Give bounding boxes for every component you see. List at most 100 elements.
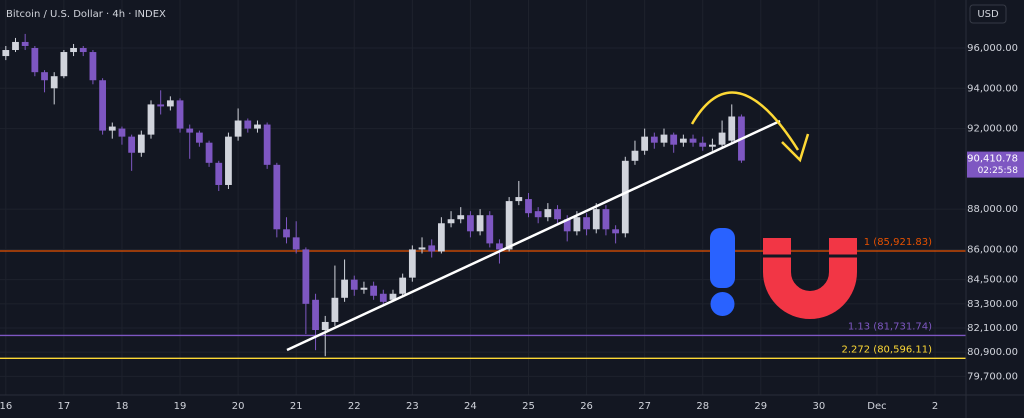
candle-body [263, 124, 271, 165]
forecast-arrow [690, 91, 800, 151]
candle-body [689, 138, 697, 143]
candle-body [418, 247, 426, 250]
candle-body [631, 150, 639, 161]
candle-body [176, 100, 184, 129]
candle-body [341, 279, 348, 298]
y-tick-label: 96,000.00 [967, 43, 1018, 54]
candle-body [602, 209, 610, 230]
candle-body [283, 229, 290, 238]
x-tick-label: Dec [867, 401, 886, 412]
candle-body [447, 219, 455, 224]
x-tick-label: 2 [932, 401, 938, 412]
last-price-box [967, 151, 1024, 178]
y-tick-label: 79,700.00 [967, 371, 1018, 382]
candle-body [50, 76, 58, 89]
candle-body [718, 132, 726, 145]
candle-body [79, 48, 87, 53]
candle-body [486, 215, 494, 244]
x-tick-label: 18 [116, 401, 129, 412]
y-tick-label: 88,000.00 [967, 204, 1018, 215]
y-tick-label: 92,000.00 [967, 124, 1018, 135]
candle-body [244, 120, 252, 129]
candle-body [196, 132, 203, 143]
level-label: 2.272 (80,596.11) [841, 344, 932, 355]
candle-body [428, 245, 436, 252]
candle-body [2, 50, 10, 57]
candle-body [108, 126, 116, 131]
candle-body [612, 229, 619, 234]
candle-body [60, 52, 68, 77]
x-tick-label: 23 [406, 401, 419, 412]
candle-body [292, 237, 300, 250]
y-tick-label: 94,000.00 [967, 83, 1018, 94]
candle-body [408, 249, 416, 278]
candle-body [583, 217, 590, 230]
candle-body [554, 209, 561, 220]
chart-title: Bitcoin / U.S. Dollar · 4h · INDEX [6, 9, 166, 20]
candle-body [641, 136, 649, 151]
candle-body [70, 48, 77, 53]
magnet-icon [763, 238, 857, 319]
candle-body [496, 243, 503, 250]
x-tick-label: 30 [813, 401, 826, 412]
candle-body [525, 199, 532, 214]
x-tick-label: 24 [464, 401, 477, 412]
candle-body [128, 136, 136, 153]
trendline [286, 119, 781, 352]
candle-body [544, 209, 552, 218]
x-tick-label: 25 [522, 401, 535, 412]
candle-body [621, 160, 629, 234]
x-tick-label: 28 [696, 401, 709, 412]
price-axis [966, 0, 1024, 418]
candle-body [312, 299, 319, 331]
candle-body [389, 293, 397, 300]
candle-body [137, 134, 145, 153]
last-price-label: 90,410.78 [967, 154, 1018, 165]
candle-body [234, 120, 242, 137]
alert-icon-dot [710, 292, 735, 316]
candle-body [331, 297, 339, 322]
x-tick-label: 20 [232, 401, 245, 412]
candle-body [225, 136, 232, 185]
candle-body [31, 48, 39, 73]
candle-body [215, 162, 223, 185]
level-label: 1 (85,921.83) [864, 237, 932, 248]
candle-body [699, 142, 707, 147]
candle-body [728, 116, 736, 141]
candle-body [273, 164, 281, 230]
x-tick-label: 17 [58, 401, 71, 412]
candle-body [166, 100, 174, 107]
candle-body [41, 72, 48, 81]
x-tick-label: 29 [754, 401, 767, 412]
candle-body [534, 211, 542, 218]
candle-body [321, 321, 329, 331]
forecast-arrowhead [781, 133, 810, 163]
currency-button[interactable] [969, 4, 1007, 24]
countdown: 02:25:58 [978, 166, 1019, 176]
candle-body [370, 285, 378, 296]
y-tick-label: 86,000.00 [967, 244, 1018, 255]
candle-body [350, 279, 358, 290]
candle-body [21, 41, 29, 46]
candle-body [650, 136, 658, 143]
x-tick-label: 21 [290, 401, 303, 412]
candle-body [592, 209, 600, 230]
x-tick-label: 22 [348, 401, 361, 412]
candle-body [379, 293, 387, 302]
x-tick-label: 19 [174, 401, 187, 412]
candle-body [89, 52, 97, 81]
y-tick-label: 83,300.00 [967, 299, 1018, 310]
candle-body [515, 197, 523, 202]
candle-body [437, 223, 445, 252]
candle-body [254, 124, 261, 129]
candle-body [205, 142, 213, 163]
candle-body [573, 217, 581, 232]
candle-body [186, 128, 194, 133]
currency[interactable]: USD [977, 9, 999, 20]
x-tick-label: 26 [580, 401, 593, 412]
time-axis [0, 395, 1024, 418]
candle-body [157, 104, 165, 107]
candle-body [476, 215, 484, 232]
candle-body [399, 277, 407, 294]
